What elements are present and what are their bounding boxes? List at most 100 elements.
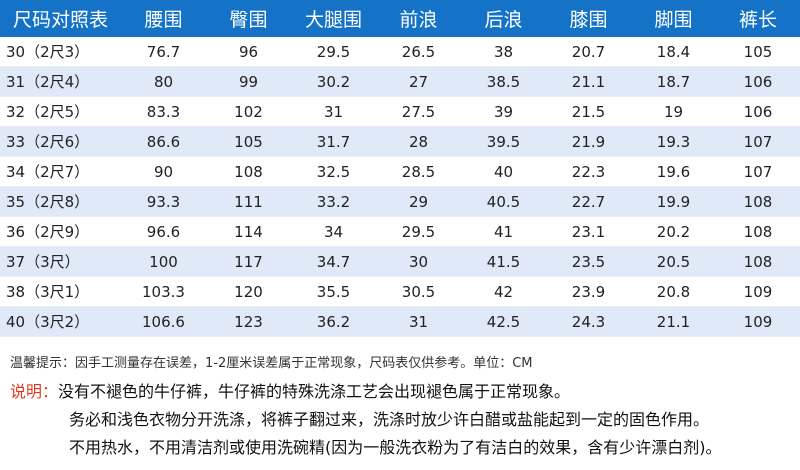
hip-cell: 120 [206, 276, 291, 307]
header-knee: 膝围 [546, 0, 631, 37]
hip-cell: 108 [206, 156, 291, 187]
leg-opening-cell: 20.8 [631, 276, 716, 307]
length-cell: 107 [716, 126, 800, 157]
table-row: 34（2尺7） 90 108 32.5 28.5 40 22.3 19.6 10… [0, 156, 800, 187]
care-line-1: 说明：没有不褪色的牛仔裤，牛仔裤的特殊洗涤工艺会出现褪色属于正常现象。 [10, 378, 722, 406]
size-cell: 31（2尺4） [0, 66, 121, 97]
size-cell: 30（2尺3） [0, 37, 121, 67]
hip-cell: 96 [206, 37, 291, 67]
header-front-rise: 前浪 [376, 0, 461, 37]
table-row: 30（2尺3） 76.7 96 29.5 26.5 38 20.7 18.4 1… [0, 37, 800, 67]
size-cell: 36（2尺9） [0, 216, 121, 247]
leg-opening-cell: 20.5 [631, 246, 716, 277]
thigh-cell: 31.7 [291, 126, 376, 157]
back-rise-cell: 42 [461, 276, 546, 307]
front-rise-cell: 30.5 [376, 276, 461, 307]
back-rise-cell: 38.5 [461, 66, 546, 97]
front-rise-cell: 28 [376, 126, 461, 157]
knee-cell: 22.3 [546, 156, 631, 187]
hip-cell: 99 [206, 66, 291, 97]
leg-opening-cell: 21.1 [631, 306, 716, 337]
front-rise-cell: 29 [376, 186, 461, 217]
knee-cell: 23.5 [546, 246, 631, 277]
back-rise-cell: 41 [461, 216, 546, 247]
leg-opening-cell: 19.3 [631, 126, 716, 157]
size-cell: 38（3尺1） [0, 276, 121, 307]
header-back-rise: 后浪 [461, 0, 546, 37]
header-leg-opening: 脚围 [631, 0, 716, 37]
back-rise-cell: 42.5 [461, 306, 546, 337]
leg-opening-cell: 18.7 [631, 66, 716, 97]
back-rise-cell: 40 [461, 156, 546, 187]
knee-cell: 20.7 [546, 37, 631, 67]
back-rise-cell: 41.5 [461, 246, 546, 277]
measurement-note: 温馨提示：因手工测量存在误差，1-2厘米误差属于正常现象，尺码表仅供参考。单位：… [10, 356, 533, 371]
hip-cell: 117 [206, 246, 291, 277]
waist-cell: 86.6 [121, 126, 206, 157]
header-waist: 腰围 [121, 0, 206, 37]
table-body: 30（2尺3） 76.7 96 29.5 26.5 38 20.7 18.4 1… [0, 37, 800, 337]
waist-cell: 106.6 [121, 306, 206, 337]
thigh-cell: 32.5 [291, 156, 376, 187]
size-cell: 34（2尺7） [0, 156, 121, 187]
table-row: 31（2尺4） 80 99 30.2 27 38.5 21.1 18.7 106 [0, 66, 800, 97]
length-cell: 107 [716, 156, 800, 187]
length-cell: 108 [716, 216, 800, 247]
hip-cell: 102 [206, 96, 291, 127]
waist-cell: 80 [121, 66, 206, 97]
table-row: 35（2尺8） 93.3 111 33.2 29 40.5 22.7 19.9 … [0, 186, 800, 217]
header-length: 裤长 [716, 0, 800, 37]
hip-cell: 111 [206, 186, 291, 217]
hip-cell: 123 [206, 306, 291, 337]
knee-cell: 21.5 [546, 96, 631, 127]
waist-cell: 93.3 [121, 186, 206, 217]
knee-cell: 24.3 [546, 306, 631, 337]
waist-cell: 83.3 [121, 96, 206, 127]
back-rise-cell: 40.5 [461, 186, 546, 217]
header-size-chart: 尺码对照表 [0, 0, 121, 37]
thigh-cell: 30.2 [291, 66, 376, 97]
table-row: 40（3尺2） 106.6 123 36.2 31 42.5 24.3 21.1… [0, 306, 800, 337]
hip-cell: 114 [206, 216, 291, 247]
thigh-cell: 29.5 [291, 37, 376, 67]
front-rise-cell: 27.5 [376, 96, 461, 127]
front-rise-cell: 28.5 [376, 156, 461, 187]
front-rise-cell: 27 [376, 66, 461, 97]
thigh-cell: 34 [291, 216, 376, 247]
care-text-1: 没有不褪色的牛仔裤，牛仔裤的特殊洗涤工艺会出现褪色属于正常现象。 [58, 382, 571, 401]
knee-cell: 23.1 [546, 216, 631, 247]
thigh-cell: 36.2 [291, 306, 376, 337]
thigh-cell: 35.5 [291, 276, 376, 307]
size-cell: 40（3尺2） [0, 306, 121, 337]
length-cell: 108 [716, 246, 800, 277]
leg-opening-cell: 19.9 [631, 186, 716, 217]
back-rise-cell: 39 [461, 96, 546, 127]
table-row: 36（2尺9） 96.6 114 34 29.5 41 23.1 20.2 10… [0, 216, 800, 247]
table-row: 32（2尺5） 83.3 102 31 27.5 39 21.5 19 106 [0, 96, 800, 127]
table-header-row: 尺码对照表 腰围 臀围 大腿围 前浪 后浪 膝围 脚围 裤长 [0, 0, 800, 37]
length-cell: 105 [716, 37, 800, 67]
hip-cell: 105 [206, 126, 291, 157]
leg-opening-cell: 18.4 [631, 37, 716, 67]
back-rise-cell: 38 [461, 37, 546, 67]
care-label: 说明： [10, 382, 59, 401]
knee-cell: 23.9 [546, 276, 631, 307]
length-cell: 109 [716, 276, 800, 307]
knee-cell: 22.7 [546, 186, 631, 217]
size-cell: 35（2尺8） [0, 186, 121, 217]
care-line-2: 务必和浅色衣物分开洗涤，将裤子翻过来，洗涤时放少许白醋或盐能起到一定的固色作用。 [69, 410, 710, 429]
thigh-cell: 34.7 [291, 246, 376, 277]
knee-cell: 21.9 [546, 126, 631, 157]
knee-cell: 21.1 [546, 66, 631, 97]
length-cell: 109 [716, 306, 800, 337]
table-row: 37（3尺） 100 117 34.7 30 41.5 23.5 20.5 10… [0, 246, 800, 277]
size-cell: 32（2尺5） [0, 96, 121, 127]
care-instructions: 说明：没有不褪色的牛仔裤，牛仔裤的特殊洗涤工艺会出现褪色属于正常现象。 务必和浅… [10, 378, 722, 462]
waist-cell: 103.3 [121, 276, 206, 307]
front-rise-cell: 26.5 [376, 37, 461, 67]
waist-cell: 100 [121, 246, 206, 277]
length-cell: 108 [716, 186, 800, 217]
header-hip: 臀围 [206, 0, 291, 37]
back-rise-cell: 39.5 [461, 126, 546, 157]
